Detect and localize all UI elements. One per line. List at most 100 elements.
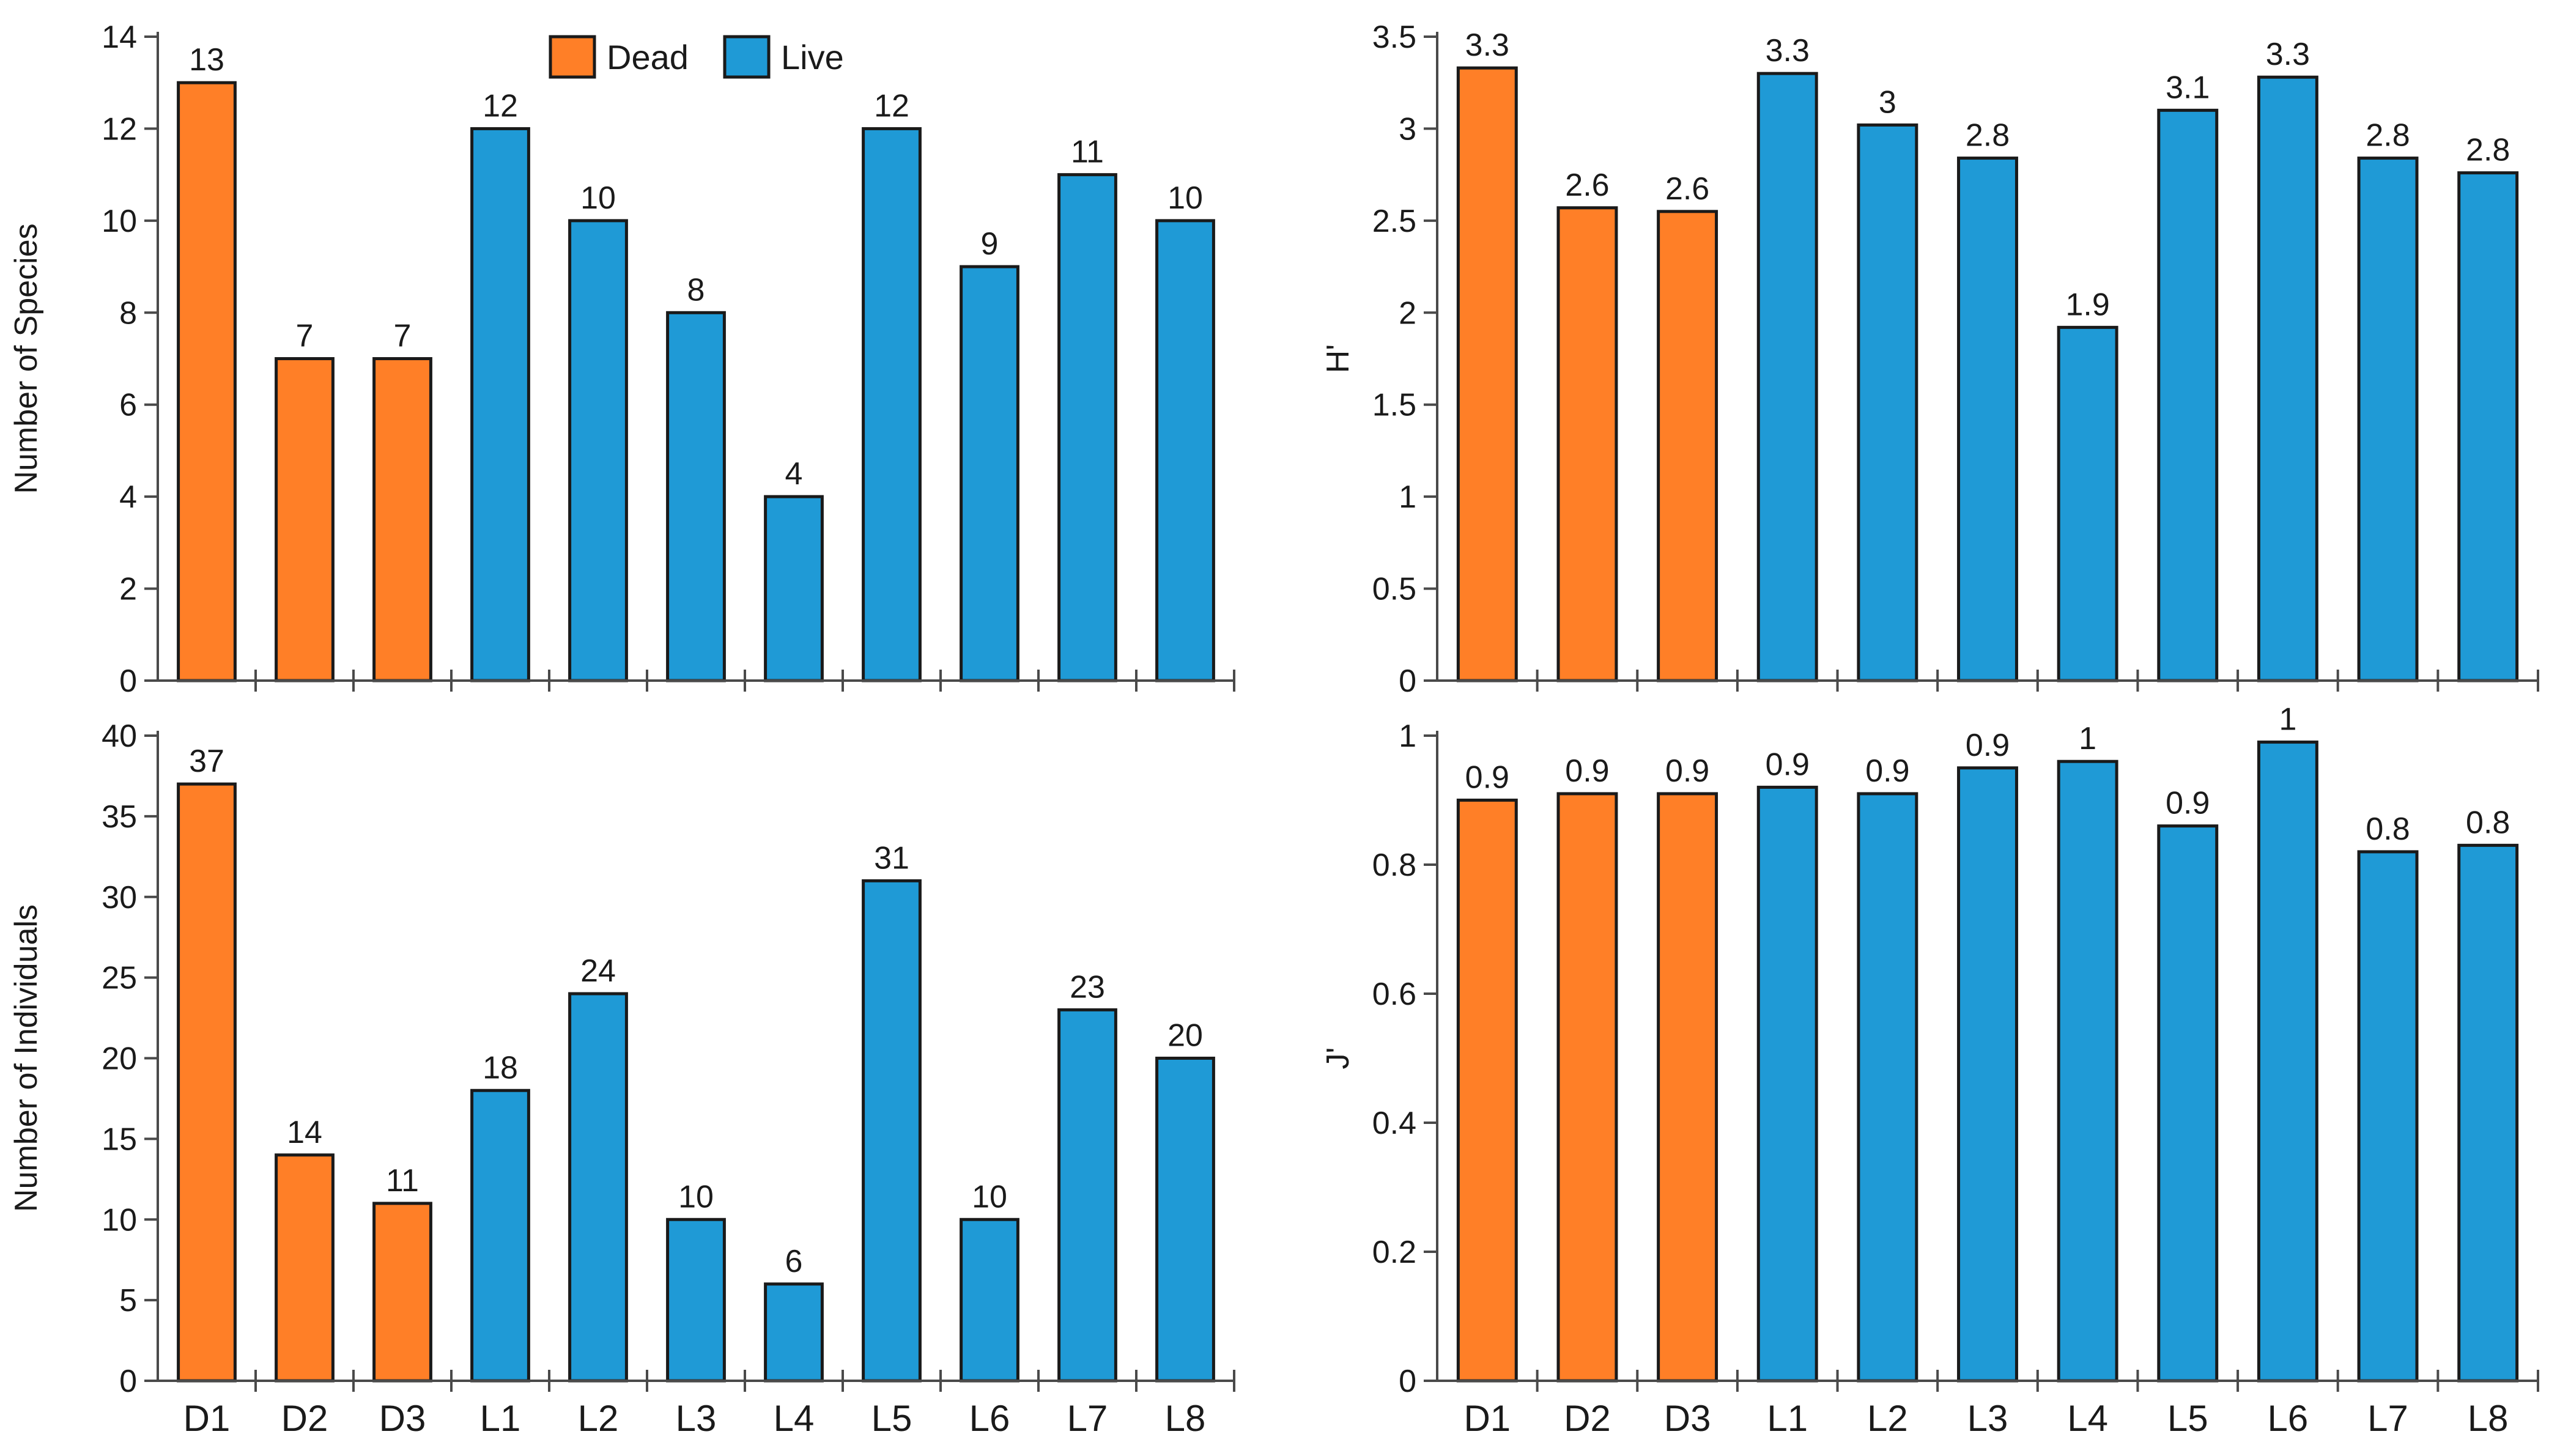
evenness-category-label: D1	[1463, 1398, 1511, 1439]
shannon-y-tick-label: 1	[1399, 479, 1416, 515]
shannon-y-tick-label: 1.5	[1372, 388, 1416, 423]
evenness-data-label: 0.8	[2466, 805, 2510, 840]
shannon-data-label: 3	[1879, 84, 1896, 120]
individuals-bar-D1	[177, 782, 237, 1383]
shannon-data-label: 3.3	[1766, 33, 1810, 68]
species-data-label: 7	[296, 319, 314, 354]
evenness-bar-L2	[1857, 792, 1918, 1383]
shannon-y-tick-label: 0	[1399, 663, 1416, 699]
evenness-y-tick-label: 1	[1399, 719, 1416, 754]
shannon-bar-L6	[2257, 75, 2318, 682]
evenness-category-label: L3	[1967, 1398, 2008, 1439]
individuals-category-label: L1	[480, 1398, 521, 1439]
individuals-bar-D2	[275, 1153, 335, 1383]
evenness-category-label: D3	[1664, 1398, 1711, 1439]
species-data-label: 13	[189, 42, 224, 78]
individuals-y-tick-label: 5	[119, 1283, 137, 1318]
shannon-data-label: 2.6	[1665, 171, 1709, 207]
chart-shannon: 0 0.5 1 1.5 2 2.5 3 3.5 H' 3.3 2.6 2.6 3.3 3 2.8 1.9 3.1…	[1320, 20, 2539, 699]
evenness-category-label: D2	[1564, 1398, 1611, 1439]
individuals-category-label: D3	[379, 1398, 426, 1439]
individuals-y-axis-title: Number of Individuals	[9, 904, 44, 1212]
individuals-data-label: 14	[287, 1115, 322, 1150]
shannon-data-label: 3.3	[1465, 28, 1509, 63]
individuals-bar-L8	[1155, 1057, 1215, 1383]
evenness-category-label: L8	[2468, 1398, 2509, 1439]
shannon-bar-L2	[1857, 123, 1918, 682]
individuals-bar-L6	[960, 1218, 1019, 1383]
shannon-bar-L5	[2157, 108, 2219, 682]
shannon-data-label: 2.6	[1565, 168, 1609, 203]
species-data-label: 8	[687, 272, 705, 308]
evenness-category-label: L6	[2268, 1398, 2309, 1439]
evenness-category-label: L4	[2067, 1398, 2108, 1439]
individuals-y-tick-label: 0	[119, 1364, 137, 1399]
legend-label-dead: Dead	[607, 38, 689, 76]
individuals-bar-L1	[470, 1088, 530, 1383]
legend-swatch-dead	[549, 35, 596, 79]
species-bar-D1	[177, 81, 237, 682]
individuals-bar-L2	[568, 992, 628, 1383]
shannon-y-tick-label: 3.5	[1372, 20, 1416, 55]
individuals-category-label: L5	[871, 1398, 912, 1439]
species-y-tick-label: 2	[119, 572, 137, 607]
species-bar-L6	[960, 265, 1019, 682]
individuals-category-label: L2	[578, 1398, 619, 1439]
species-y-tick-label: 8	[119, 295, 137, 331]
shannon-data-label: 2.8	[1966, 118, 2010, 153]
species-bar-L5	[862, 127, 922, 682]
evenness-data-label: 0.9	[1966, 728, 2010, 763]
species-data-label: 10	[1167, 180, 1203, 216]
individuals-y-tick-label: 30	[102, 880, 137, 915]
evenness-bar-D1	[1456, 799, 1518, 1383]
individuals-y-tick-label: 35	[102, 799, 137, 835]
species-y-tick-label: 4	[119, 479, 137, 515]
species-data-label: 12	[483, 88, 518, 124]
shannon-bar-D1	[1456, 66, 1518, 682]
individuals-y-tick-label: 40	[102, 719, 137, 754]
legend: Dead Live	[549, 35, 844, 79]
shannon-data-label: 1.9	[2065, 287, 2109, 322]
evenness-data-label: 0.9	[1865, 753, 1909, 789]
species-bar-L1	[470, 127, 530, 682]
evenness-bar-L7	[2357, 850, 2419, 1383]
shannon-y-tick-label: 2.5	[1372, 204, 1416, 239]
species-y-tick-label: 6	[119, 388, 137, 423]
evenness-y-tick-label: 0.8	[1372, 848, 1416, 883]
species-data-label: 10	[580, 180, 616, 216]
individuals-category-label: L3	[676, 1398, 717, 1439]
shannon-y-tick-label: 2	[1399, 295, 1416, 331]
evenness-bar-L8	[2457, 843, 2519, 1383]
species-bar-L8	[1155, 219, 1215, 682]
individuals-y-tick-label: 15	[102, 1122, 137, 1157]
individuals-data-label: 31	[874, 840, 909, 876]
evenness-data-label: 1	[2279, 702, 2296, 737]
individuals-bar-L7	[1057, 1008, 1117, 1383]
evenness-y-tick-label: 0.4	[1372, 1106, 1416, 1141]
evenness-category-label: L1	[1767, 1398, 1808, 1439]
shannon-bar-D2	[1556, 206, 1618, 682]
evenness-data-label: 0.9	[2166, 786, 2210, 821]
shannon-y-axis-title: H'	[1320, 344, 1356, 373]
shannon-bar-L4	[2057, 325, 2118, 682]
shannon-data-label: 2.8	[2466, 133, 2510, 168]
evenness-bar-L6	[2257, 741, 2318, 1383]
shannon-bar-L7	[2357, 157, 2419, 682]
individuals-y-tick-label: 20	[102, 1041, 137, 1077]
shannon-data-label: 3.3	[2266, 37, 2310, 72]
species-bar-D3	[372, 357, 432, 682]
species-bar-L4	[764, 495, 824, 682]
chart-individuals: 0 5 10 15 20 25 30 35 40 Number of Individuals 37 D…	[9, 719, 1235, 1439]
species-y-tick-label: 0	[119, 663, 137, 699]
evenness-y-tick-label: 0	[1399, 1364, 1416, 1399]
individuals-category-label: L4	[774, 1398, 815, 1439]
evenness-category-label: L7	[2367, 1398, 2408, 1439]
species-bar-L2	[568, 219, 628, 682]
evenness-data-label: 0.9	[1665, 753, 1709, 789]
shannon-y-tick-label: 0.5	[1372, 572, 1416, 607]
species-y-axis-title: Number of Species	[9, 223, 44, 493]
species-data-label: 4	[785, 456, 803, 492]
individuals-bar-L4	[764, 1282, 824, 1383]
evenness-bar-L4	[2057, 759, 2118, 1383]
